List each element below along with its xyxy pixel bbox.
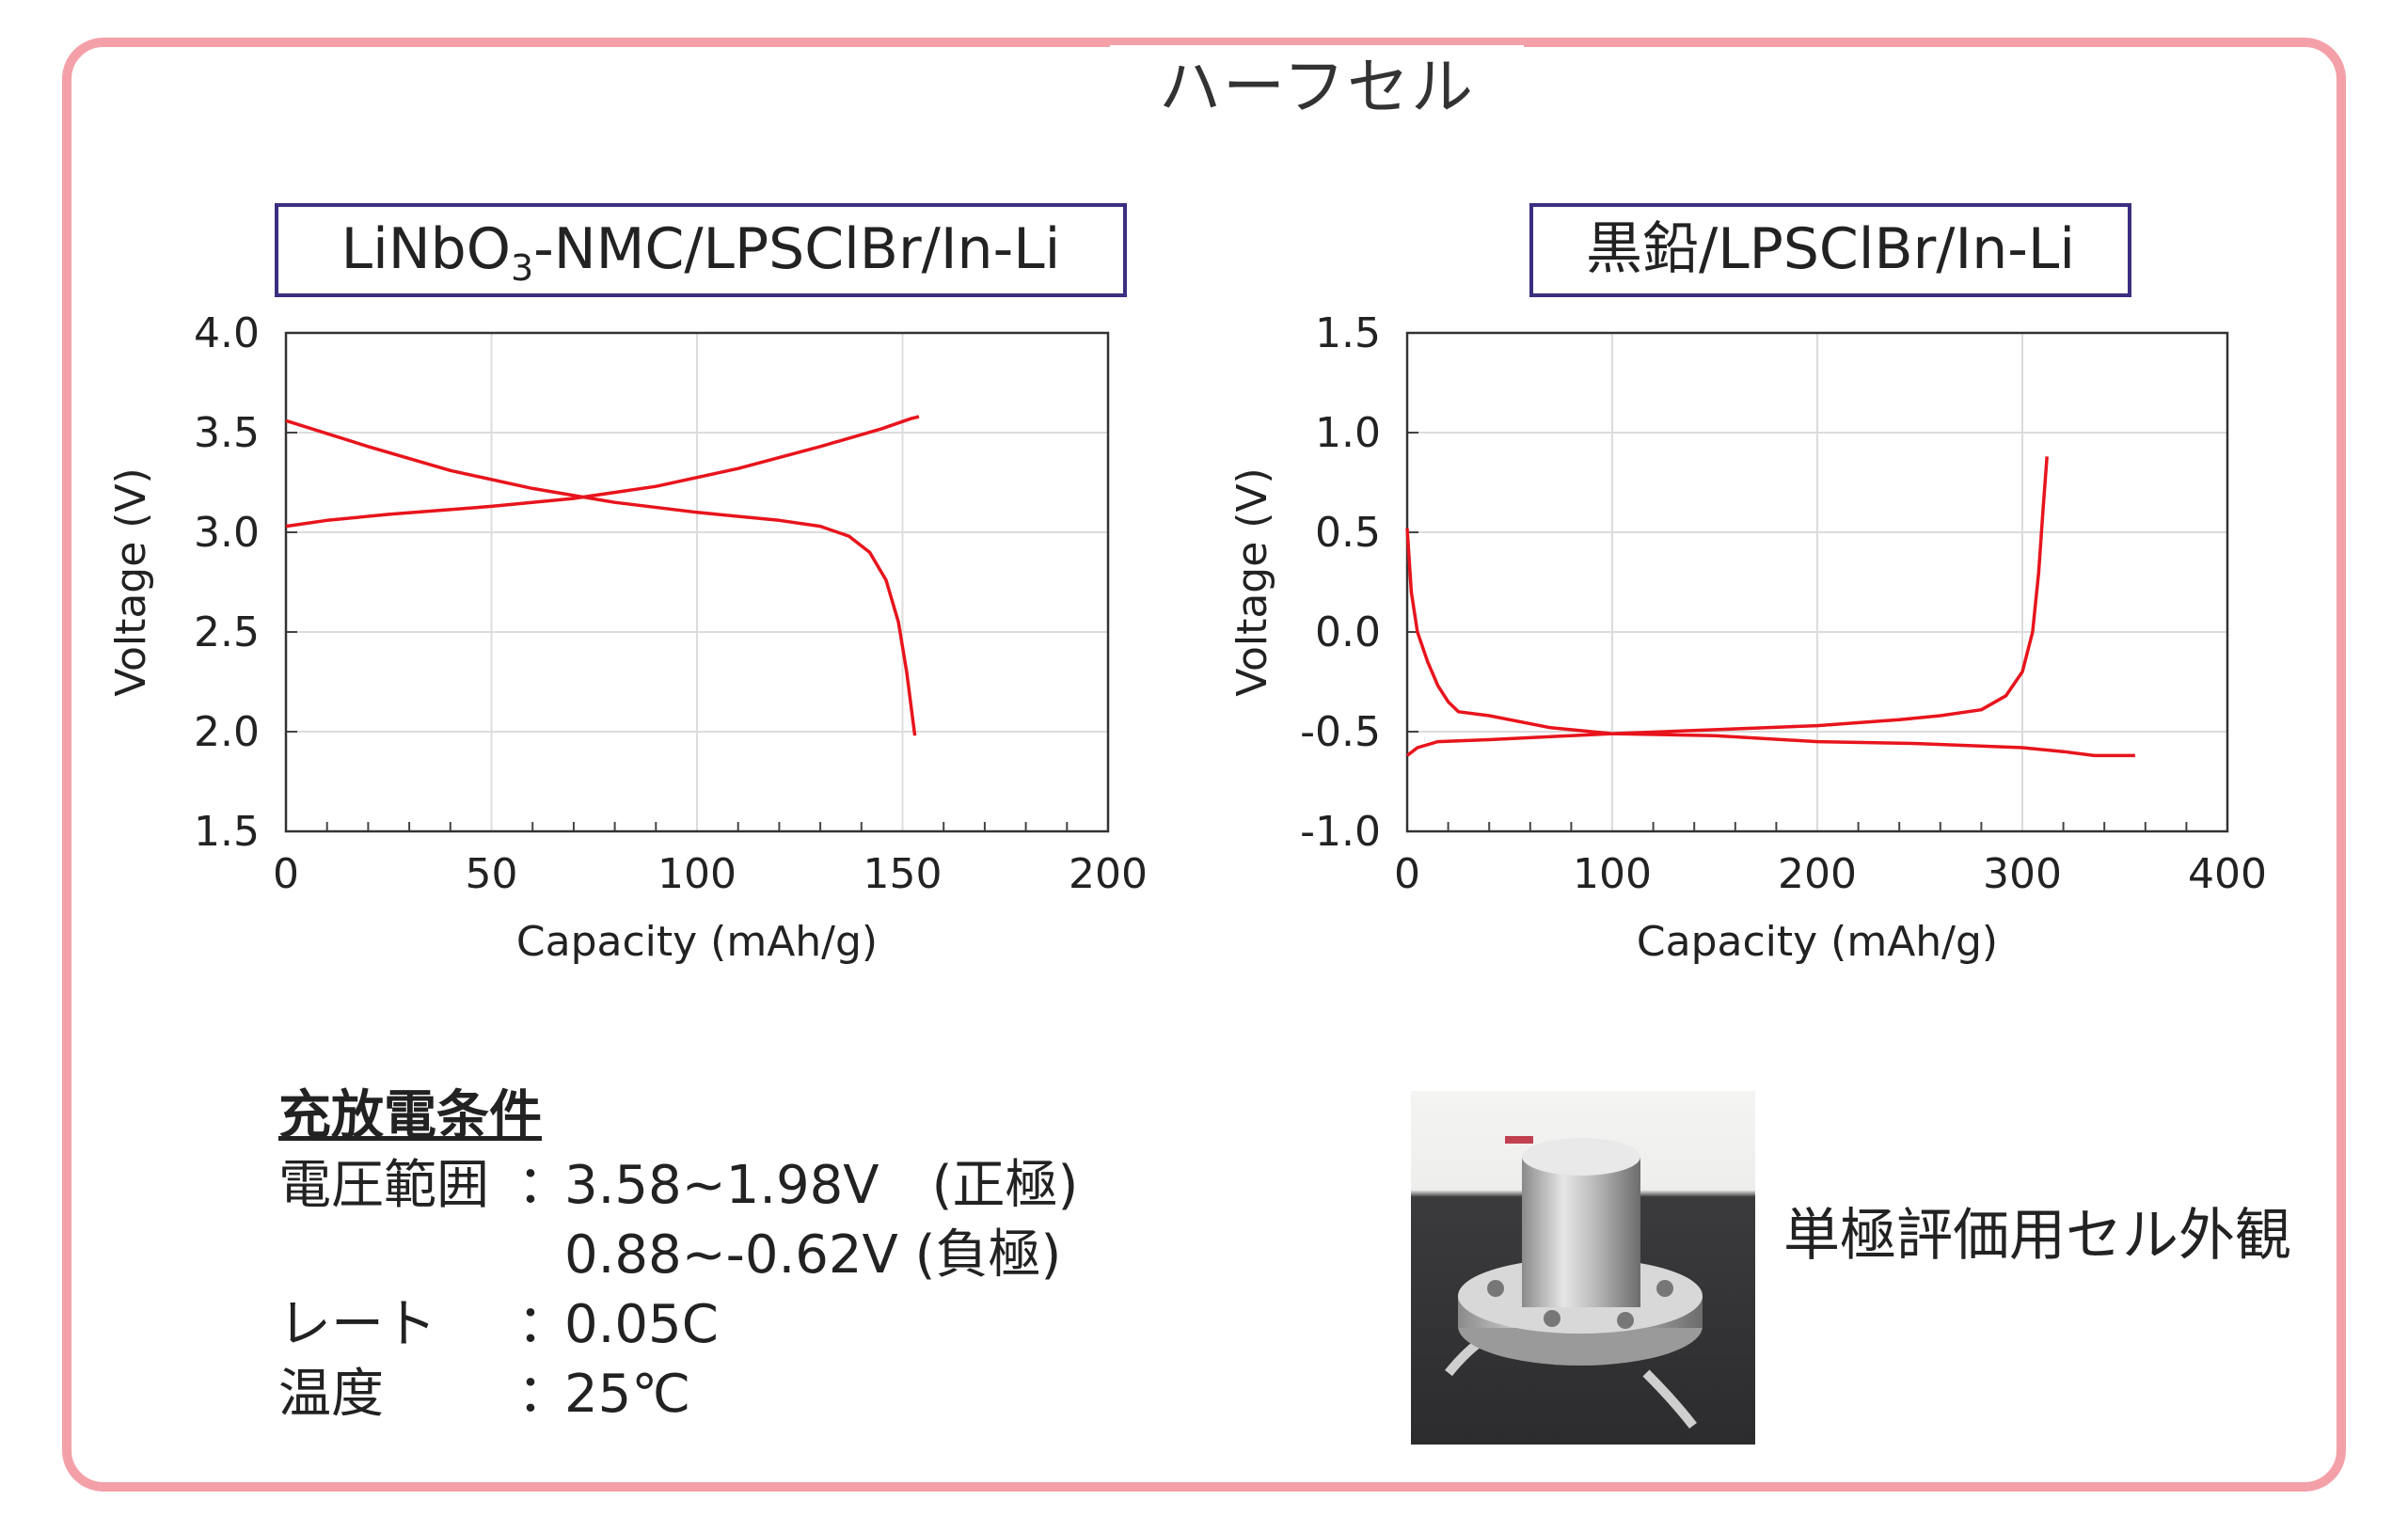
condition-row: 温度 ： 25℃ — [278, 1360, 1078, 1429]
condition-colon: ： — [517, 1294, 570, 1355]
chart2-title-box: 黒鉛/LPSClBr/In-Li — [1529, 203, 2131, 297]
chart-graphite-half-cell: 0 100 200 300 400 -1.0 -0.5 0.0 0.5 1.0 1.5 Capacit… — [1228, 309, 2267, 966]
x-tick-label: 0 — [273, 850, 299, 898]
x-axis-title: Capacity (mAh/g) — [1637, 918, 1998, 966]
y-tick-label: 4.0 — [194, 309, 260, 357]
y-tick-label: -0.5 — [1300, 708, 1381, 756]
x-tick-label: 50 — [466, 850, 518, 898]
chart2-title: 黒鉛/LPSClBr/In-Li — [1586, 216, 2075, 282]
conditions-heading: 充放電条件 — [278, 1085, 542, 1146]
condition-value: 0.88~-0.62V (負極) — [564, 1224, 1062, 1286]
x-tick-label: 200 — [1069, 850, 1148, 898]
condition-row: レート ： 0.05C — [278, 1290, 1078, 1360]
x-tick-label: 200 — [1778, 850, 1857, 898]
cell-illustration — [1445, 1136, 1703, 1429]
cell-photo — [1411, 1091, 1755, 1445]
series-line-1 — [285, 415, 920, 529]
y-tick-label: 0.5 — [1315, 509, 1381, 557]
x-tick-label: 150 — [863, 850, 943, 898]
y-tick-label: 3.0 — [194, 509, 260, 557]
charge-conditions: 充放電条件 電圧範囲 ： 3.58~1.98V (正極) 0.88~-0.62V… — [278, 1082, 1078, 1429]
condition-value: 0.05C — [564, 1294, 719, 1355]
series-line-1 — [1405, 456, 2049, 757]
chart1-title-subscript: 3 — [510, 247, 534, 289]
condition-label: 電圧範囲 — [278, 1155, 489, 1216]
x-tick-label: 300 — [1983, 850, 2062, 898]
y-tick-label: 1.5 — [194, 808, 260, 856]
y-tick-label: -1.0 — [1300, 808, 1381, 856]
x-axis-title: Capacity (mAh/g) — [516, 918, 878, 966]
plot-frame — [284, 331, 1110, 833]
y-tick-label: 0.0 — [1315, 608, 1381, 656]
x-tick-label: 100 — [1573, 850, 1652, 898]
y-tick-label: 3.5 — [194, 409, 260, 457]
x-tick-label: 0 — [1394, 850, 1420, 898]
condition-label — [278, 1221, 517, 1290]
series-line-2 — [1405, 528, 2135, 758]
y-axis-title: Voltage (V) — [107, 467, 155, 696]
condition-colon-spacer — [517, 1221, 564, 1290]
condition-label: 温度 — [278, 1364, 384, 1425]
condition-row: 0.88~-0.62V (負極) — [278, 1221, 1078, 1290]
chart1-title-main: LiNbO — [341, 216, 511, 282]
y-tick-label: 1.0 — [1315, 409, 1381, 457]
plot-frame — [1405, 331, 2229, 833]
chart1-title-rest: -NMC/LPSClBr/In-Li — [533, 216, 1061, 282]
chart1-title-box: LiNbO3-NMC/LPSClBr/In-Li — [275, 203, 1127, 297]
y-axis-title: Voltage (V) — [1228, 467, 1276, 696]
section-frame: ハーフセル — [62, 38, 2346, 1492]
condition-row: 電圧範囲 ： 3.58~1.98V (正極) — [278, 1151, 1078, 1221]
y-tick-label: 1.5 — [1315, 309, 1381, 357]
y-tick-label: 2.0 — [194, 708, 260, 756]
photo-caption: 単極評価用セル外観 — [1783, 1203, 2291, 1269]
condition-colon: ： — [517, 1364, 570, 1425]
condition-value: 25℃ — [564, 1364, 691, 1425]
condition-colon: ： — [517, 1155, 570, 1216]
x-tick-label: 100 — [657, 850, 737, 898]
condition-label: レート — [278, 1294, 436, 1355]
y-tick-label: 2.5 — [194, 608, 260, 656]
chart-cathode-half-cell: 0 50 100 150 200 1.5 2.0 2.5 3.0 3.5 4.0 Capacity (… — [107, 309, 1148, 966]
series-line-2 — [285, 418, 917, 736]
x-tick-label: 400 — [2188, 850, 2267, 898]
condition-value: 3.58~1.98V (正極) — [564, 1155, 1079, 1216]
frame-title: ハーフセル — [1110, 45, 1524, 130]
